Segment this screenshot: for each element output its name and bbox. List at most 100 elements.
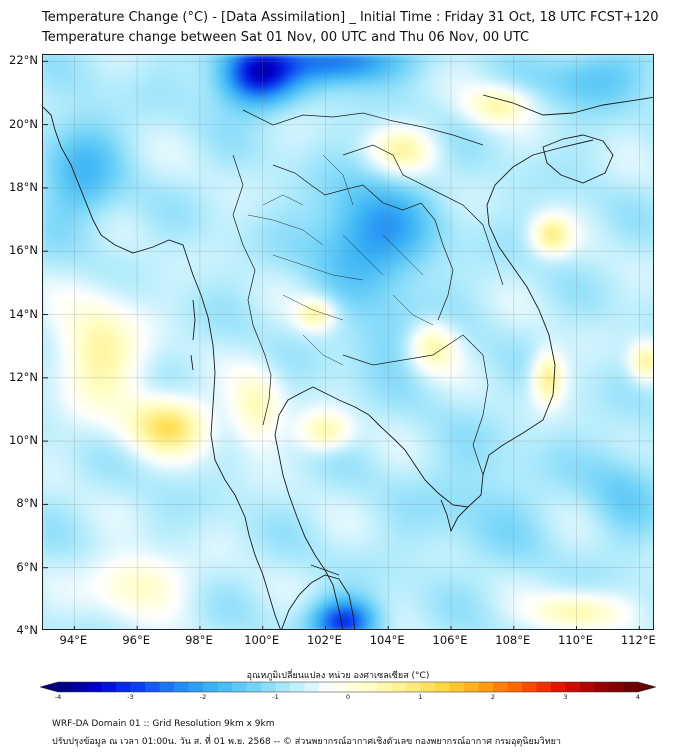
- lat-label: 6°N: [16, 559, 38, 574]
- colorbar-segment: [188, 682, 204, 692]
- colorbar-segment: [348, 682, 363, 692]
- lat-label: 14°N: [9, 306, 38, 321]
- colorbar-tick-label: -1: [272, 693, 279, 701]
- coastlines: [43, 94, 653, 629]
- lat-label: 16°N: [9, 243, 38, 258]
- map-panel: [42, 54, 654, 630]
- colorbar-outline: [40, 681, 656, 693]
- coastline-hainan: [542, 134, 614, 184]
- colorbar-max-arrow: [638, 682, 656, 692]
- lat-label: 8°N: [16, 496, 38, 511]
- colorbar-segment: [130, 682, 146, 692]
- border-cambodia-vietnam: [462, 334, 489, 476]
- colorbar-segment: [522, 682, 537, 692]
- colorbar-segment: [536, 682, 552, 692]
- coastline-malaysia: [281, 574, 356, 629]
- colorbar-segment: [580, 682, 595, 692]
- colorbar-segment: [304, 682, 320, 692]
- lon-label: 98°E: [185, 633, 213, 647]
- coastline-mekong-delta: [440, 499, 469, 533]
- colorbar-segment: [362, 682, 378, 692]
- lon-label: 100°E: [244, 633, 280, 647]
- coastline-andaman: [190, 299, 196, 371]
- colorbar-tick-label: 3: [563, 693, 568, 701]
- lat-label: 22°N: [9, 53, 38, 68]
- colorbar-segment: [507, 682, 523, 692]
- map-subtitle: Temperature change between Sat 01 Nov, 0…: [42, 30, 530, 45]
- border-china: [242, 109, 484, 146]
- lat-label: 10°N: [9, 433, 38, 448]
- temperature-field: [43, 55, 653, 629]
- colorbar-segment: [391, 682, 407, 692]
- graticule: [43, 55, 653, 629]
- map-title: Temperature Change (°C) - [Data Assimila…: [42, 10, 659, 25]
- colorbar-tick-label: 1: [418, 693, 423, 701]
- colorbar-segment: [232, 682, 247, 692]
- coastline-myanmar-west: [43, 106, 281, 629]
- colorbar-segment: [246, 682, 262, 692]
- colorbar-segment: [275, 682, 291, 692]
- lon-label: 112°E: [620, 633, 656, 647]
- colorbar-segment: [261, 682, 276, 692]
- colorbar-tick-label: 4: [635, 693, 641, 701]
- colorbar-segment: [420, 682, 436, 692]
- lon-label: 110°E: [558, 633, 594, 647]
- colorbar-title: อุณหภูมิเปลี่ยนแปลง หน่วย องศาเซลเซียส (…: [246, 671, 430, 681]
- border-malaysia-thailand: [310, 564, 340, 576]
- colorbar-segment: [435, 682, 450, 692]
- border-myanmar-thailand: [232, 154, 272, 426]
- axis-ticks: [43, 60, 640, 629]
- lon-label: 104°E: [369, 633, 405, 647]
- colorbar-segment: [116, 682, 131, 692]
- lon-label: 106°E: [432, 633, 468, 647]
- lat-label: 20°N: [9, 116, 38, 131]
- colorbar-tick-label: -3: [127, 693, 134, 701]
- colorbar-tick-label: 2: [490, 693, 496, 701]
- colorbar-segment: [623, 682, 639, 692]
- colorbar-segment: [493, 682, 508, 692]
- lat-label: 4°N: [16, 623, 38, 637]
- border-laos-vietnam: [342, 144, 504, 286]
- lon-label: 108°E: [495, 633, 531, 647]
- coastline-gulf-east: [324, 139, 594, 508]
- colorbar-segment: [464, 682, 479, 692]
- colorbar-segment: [72, 682, 88, 692]
- colorbar-segment: [217, 682, 233, 692]
- colorbar-segment: [290, 682, 305, 692]
- coastline-gulf-west: [274, 386, 344, 629]
- footer-domain: WRF-DA Domain 01 :: Grid Resolution 9km …: [52, 719, 275, 729]
- colorbar-segment: [58, 682, 73, 692]
- colorbar-segment: [594, 682, 610, 692]
- colorbar-min-arrow: [40, 682, 58, 692]
- colorbar-tick-label: -2: [199, 693, 207, 701]
- colorbar-segment: [159, 682, 175, 692]
- colorbar-segment: [203, 682, 218, 692]
- lon-label: 96°E: [122, 633, 150, 647]
- map-overlay: [43, 55, 653, 629]
- colorbar-segment: [319, 682, 334, 692]
- colorbar-segment: [101, 682, 117, 692]
- footer-credit: ปรับปรุงข้อมูล ณ เวลา 01:00น. วัน ส. ที่…: [52, 737, 561, 747]
- lon-label: 94°E: [59, 633, 88, 647]
- colorbar-segment: [565, 682, 581, 692]
- colorbar-segment: [145, 682, 160, 692]
- colorbar-segment: [609, 682, 624, 692]
- colorbar-segment: [333, 682, 349, 692]
- colorbar-tick-label: -4: [54, 693, 62, 701]
- lat-label: 12°N: [9, 369, 38, 384]
- colorbar: [40, 681, 656, 693]
- border-thailand-cambodia: [342, 334, 464, 366]
- colorbar-tick-label: 0: [345, 693, 351, 701]
- border-thailand-laos: [272, 164, 454, 321]
- colorbar-segment: [478, 682, 494, 692]
- borders: [232, 109, 504, 576]
- colorbar-segment: [377, 682, 392, 692]
- coastline-south-china: [482, 94, 653, 116]
- colorbar-segment: [449, 682, 465, 692]
- lon-label: 102°E: [306, 633, 342, 647]
- colorbar-segment: [87, 682, 102, 692]
- colorbar-segment: [551, 682, 566, 692]
- province-lines: [247, 154, 434, 366]
- lat-label: 18°N: [9, 179, 38, 194]
- colorbar-segment: [406, 682, 421, 692]
